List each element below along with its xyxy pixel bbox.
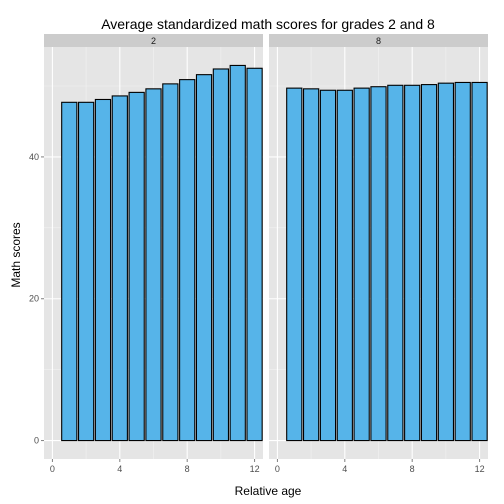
bar-2-6 — [145, 88, 162, 442]
bar-2-12 — [246, 67, 263, 442]
bar-8-3 — [319, 89, 337, 442]
bar-8-11 — [454, 81, 471, 442]
x-tick-label: 0 — [275, 464, 280, 474]
bar-2-3 — [94, 98, 112, 442]
chart-title: Average standardized math scores for gra… — [101, 16, 435, 32]
bar-8-2 — [302, 88, 320, 442]
x-tick-label: 4 — [342, 464, 347, 474]
strip-2 — [44, 34, 263, 47]
y-axis: 0 20 40 — [29, 152, 44, 446]
bar-8-5 — [353, 87, 370, 442]
strip-label-8: 8 — [376, 36, 381, 46]
bar-2-10 — [212, 68, 230, 442]
y-axis-title: Math scores — [9, 222, 23, 287]
x-axis-title: Relative age — [235, 484, 302, 498]
y-tick-label: 20 — [29, 294, 39, 304]
bar-2-8 — [179, 79, 196, 442]
bar-8-8 — [404, 84, 421, 442]
y-tick-label: 0 — [34, 436, 39, 446]
bar-2-11 — [229, 64, 246, 442]
bar-2-7 — [162, 83, 179, 442]
bar-8-4 — [336, 89, 353, 442]
bar-8-7 — [387, 84, 404, 442]
bar-2-5 — [128, 91, 145, 442]
strip-8 — [269, 34, 488, 47]
x-tick-label: 4 — [117, 464, 122, 474]
bar-8-12 — [471, 81, 488, 442]
bar-2-9 — [195, 74, 213, 442]
bar-8-9 — [420, 84, 438, 442]
bar-8-1 — [286, 87, 303, 442]
bar-8-10 — [437, 82, 455, 442]
bar-8-6 — [370, 86, 387, 442]
panel-2: 2 0 4 8 12 — [44, 34, 263, 474]
x-tick-label: 8 — [410, 464, 415, 474]
strip-label-2: 2 — [151, 36, 156, 46]
bar-2-4 — [111, 95, 128, 442]
x-tick-label: 0 — [50, 464, 55, 474]
x-tick-label: 12 — [250, 464, 260, 474]
panel-8: 8 0 4 8 12 — [269, 34, 488, 474]
y-tick-label: 40 — [29, 152, 39, 162]
bar-2-1 — [61, 101, 78, 442]
bar-2-2 — [77, 101, 95, 442]
x-tick-label: 8 — [185, 464, 190, 474]
x-tick-label: 12 — [475, 464, 485, 474]
